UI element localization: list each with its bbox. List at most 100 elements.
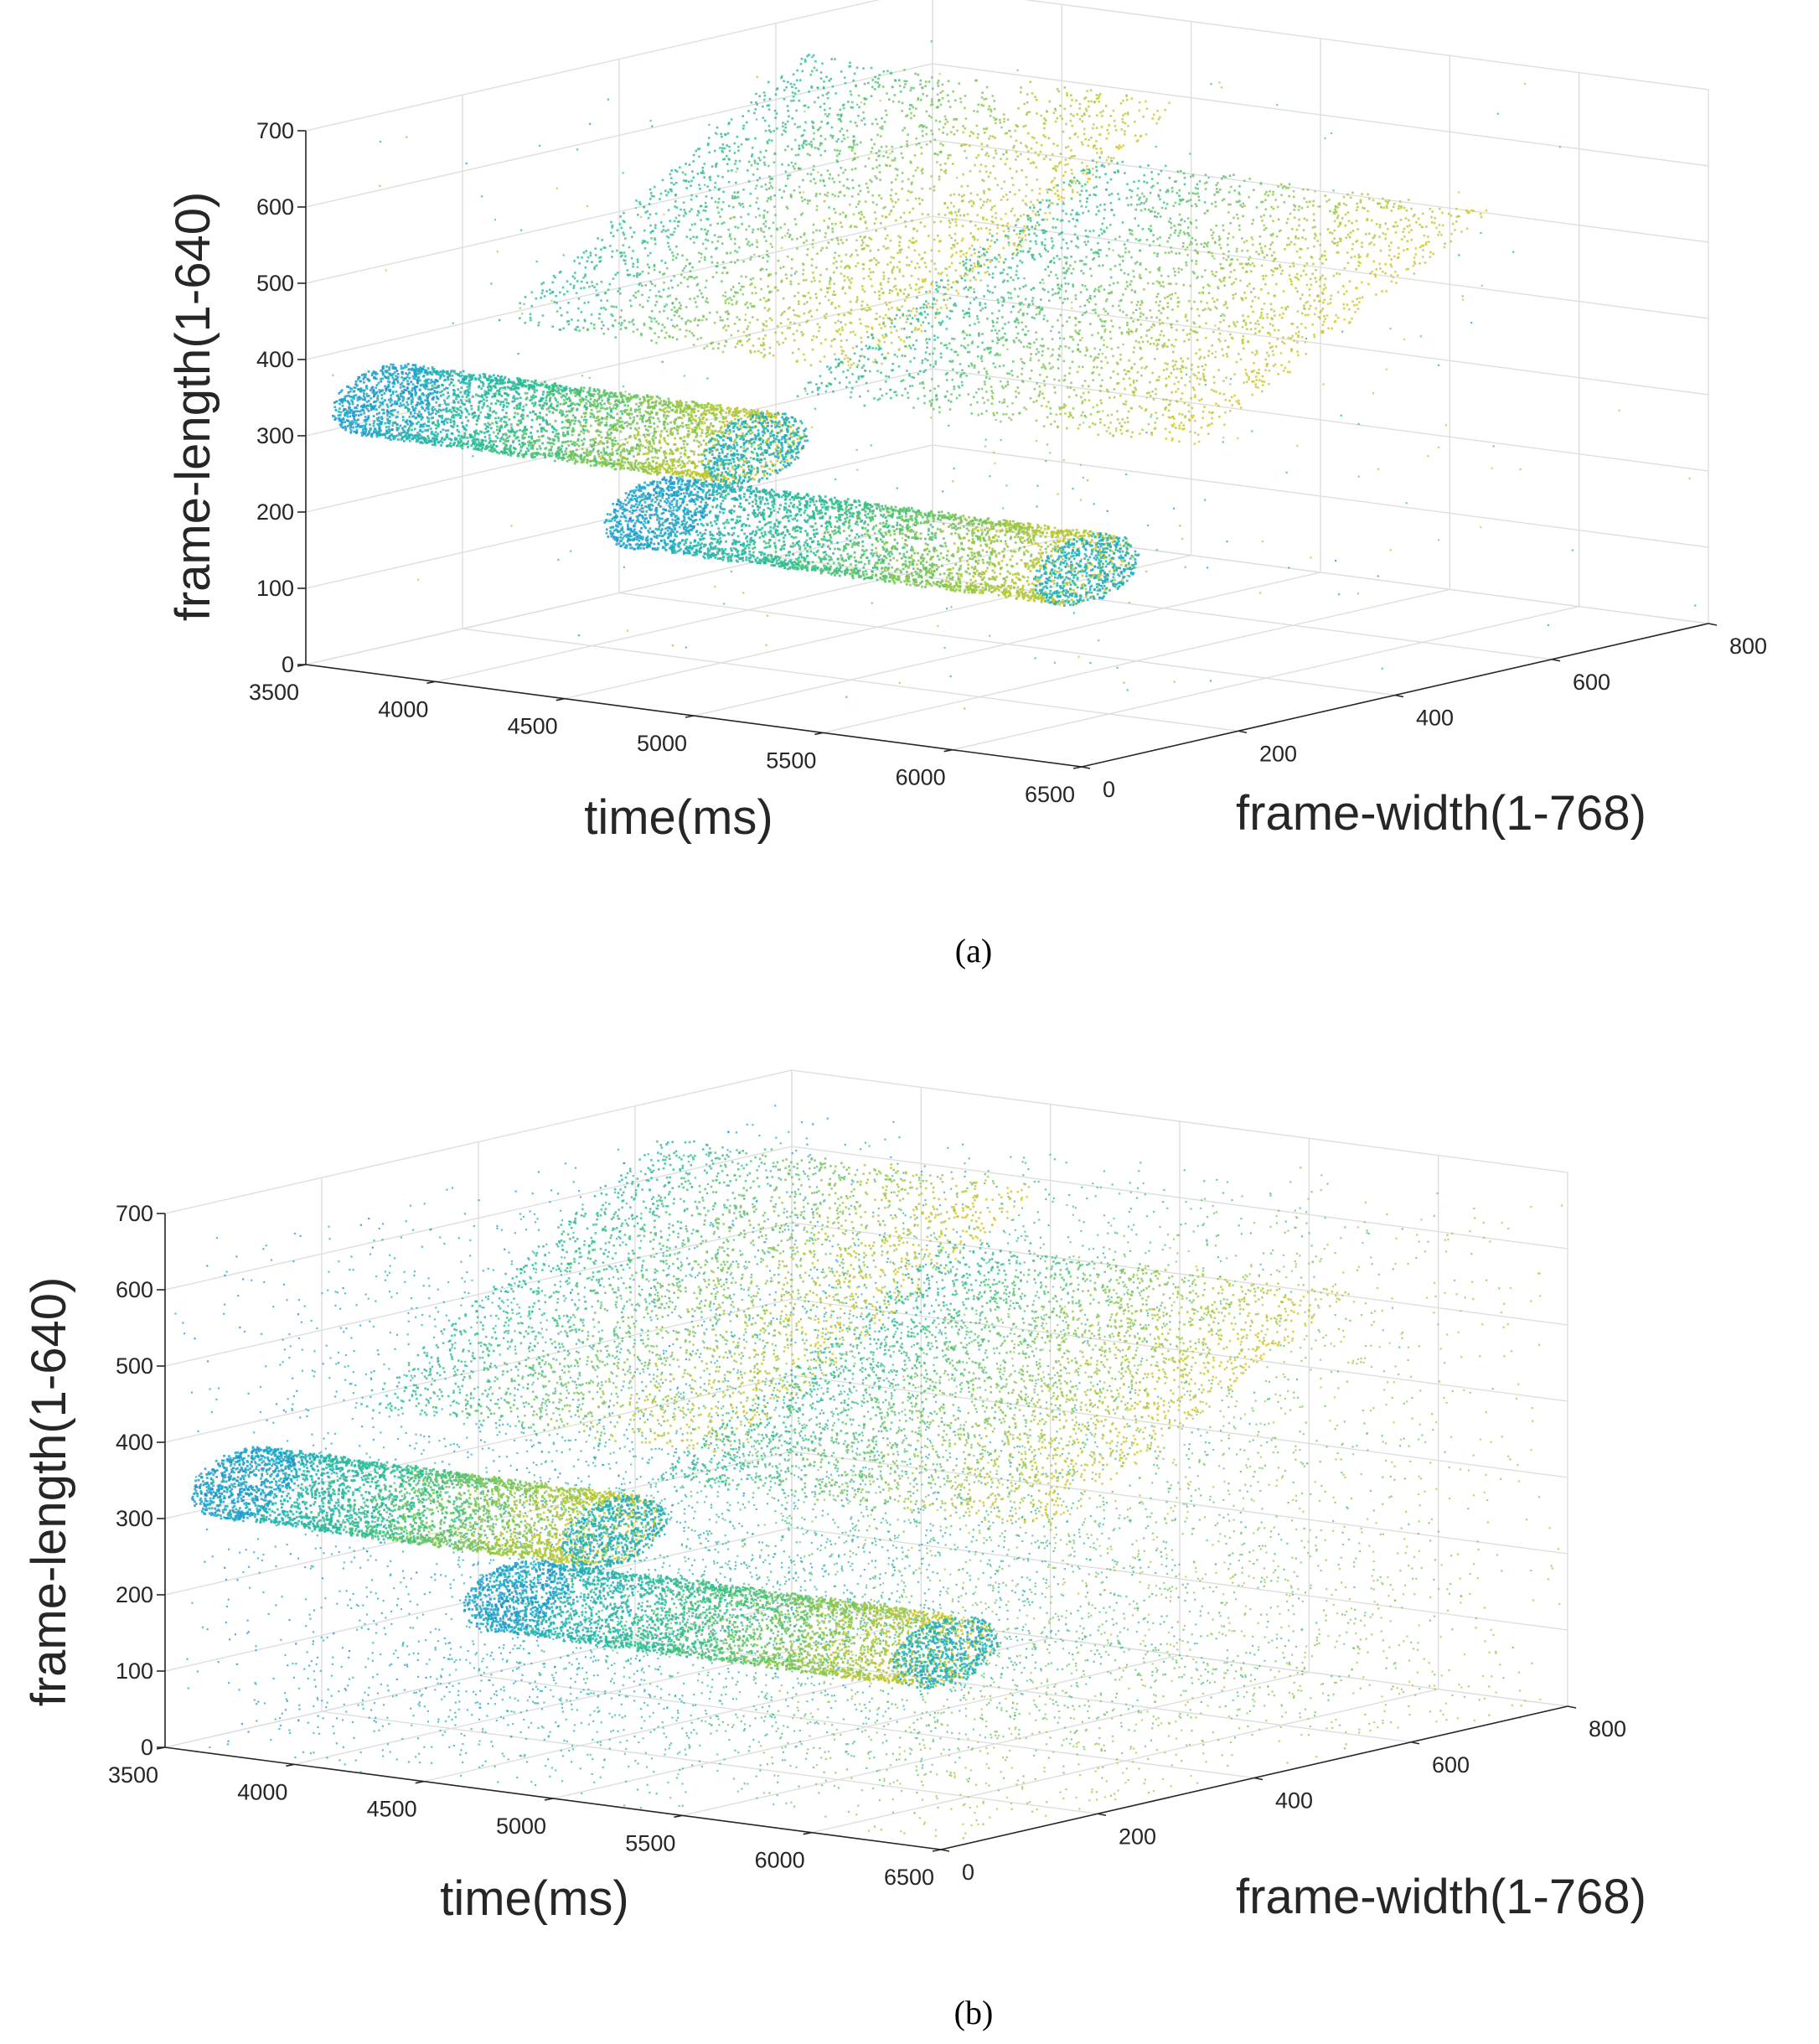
data-point bbox=[1229, 264, 1232, 266]
data-point bbox=[858, 95, 860, 97]
data-point bbox=[798, 303, 800, 305]
data-point bbox=[823, 80, 825, 83]
data-point bbox=[1088, 301, 1091, 303]
data-point bbox=[1116, 162, 1119, 164]
data-point bbox=[860, 211, 863, 214]
data-point bbox=[892, 205, 895, 208]
data-point bbox=[649, 203, 651, 205]
data-point bbox=[838, 305, 840, 308]
data-point bbox=[1027, 150, 1030, 153]
data-point bbox=[721, 242, 724, 245]
data-point bbox=[619, 316, 622, 318]
data-point bbox=[792, 352, 794, 354]
data-point bbox=[774, 214, 777, 216]
data-point bbox=[837, 365, 840, 368]
data-point bbox=[589, 123, 591, 125]
data-point bbox=[824, 109, 826, 111]
data-point bbox=[705, 239, 707, 241]
data-point bbox=[815, 293, 818, 296]
data-point bbox=[701, 319, 704, 322]
data-point bbox=[850, 313, 852, 315]
data-point bbox=[816, 336, 819, 339]
data-point bbox=[1333, 238, 1336, 241]
data-point bbox=[757, 228, 760, 230]
data-point bbox=[1253, 189, 1255, 191]
data-point bbox=[993, 157, 995, 159]
data-point bbox=[1027, 132, 1030, 135]
data-point bbox=[843, 104, 845, 106]
data-point bbox=[1096, 114, 1098, 116]
data-point bbox=[966, 269, 969, 272]
data-point bbox=[882, 246, 885, 248]
data-point bbox=[586, 282, 588, 284]
data-point bbox=[767, 275, 770, 277]
data-point bbox=[991, 396, 994, 398]
data-point bbox=[727, 170, 730, 173]
data-point bbox=[1069, 367, 1072, 370]
data-point bbox=[916, 137, 918, 140]
data-point bbox=[831, 228, 834, 230]
data-point bbox=[1357, 308, 1360, 310]
data-point bbox=[1138, 225, 1140, 227]
data-point bbox=[955, 221, 958, 224]
data-point bbox=[1127, 273, 1129, 276]
data-point bbox=[1398, 205, 1401, 208]
data-point bbox=[990, 111, 993, 113]
data-point bbox=[1196, 226, 1198, 229]
data-point bbox=[1082, 313, 1084, 316]
data-point bbox=[1070, 415, 1072, 417]
data-point bbox=[985, 171, 988, 173]
data-point bbox=[1158, 118, 1160, 121]
data-point bbox=[726, 298, 729, 301]
data-point bbox=[735, 346, 737, 349]
data-point bbox=[1159, 199, 1161, 201]
data-point bbox=[576, 329, 578, 332]
data-point bbox=[1058, 91, 1061, 93]
data-point bbox=[803, 354, 805, 356]
data-point bbox=[1018, 392, 1021, 395]
data-point bbox=[1305, 273, 1308, 276]
data-point bbox=[990, 246, 992, 248]
data-point bbox=[970, 232, 973, 235]
data-point bbox=[1000, 439, 1002, 441]
data-point bbox=[1107, 313, 1109, 315]
data-point bbox=[930, 116, 933, 119]
data-point bbox=[904, 355, 907, 358]
data-point bbox=[520, 230, 522, 231]
data-point bbox=[1118, 147, 1120, 149]
data-point bbox=[844, 358, 846, 360]
data-point bbox=[596, 283, 598, 286]
data-point bbox=[1290, 281, 1293, 283]
data-point bbox=[563, 254, 565, 256]
data-point bbox=[1314, 190, 1315, 192]
data-point bbox=[685, 321, 688, 323]
data-point bbox=[1129, 377, 1131, 380]
data-point bbox=[1015, 225, 1017, 227]
data-point bbox=[839, 381, 841, 384]
data-point bbox=[1082, 121, 1084, 123]
data-point bbox=[920, 221, 922, 224]
data-point bbox=[864, 235, 866, 238]
data-point bbox=[900, 290, 902, 292]
data-point bbox=[1341, 217, 1344, 220]
data-point bbox=[1079, 200, 1082, 203]
data-point bbox=[1279, 230, 1282, 232]
data-point bbox=[881, 287, 883, 290]
data-point bbox=[1263, 256, 1266, 259]
data-point bbox=[631, 321, 633, 323]
data-point bbox=[1090, 137, 1093, 139]
data-point bbox=[576, 280, 579, 282]
data-point bbox=[895, 179, 897, 181]
data-point bbox=[673, 231, 675, 234]
data-point bbox=[574, 277, 576, 280]
data-point bbox=[944, 293, 947, 296]
data-point bbox=[781, 280, 783, 282]
data-point bbox=[1148, 228, 1150, 230]
data-point bbox=[870, 250, 872, 252]
data-point bbox=[882, 85, 885, 88]
data-point bbox=[1221, 178, 1223, 180]
data-point bbox=[964, 107, 966, 110]
data-point bbox=[762, 106, 764, 108]
data-point bbox=[983, 295, 985, 298]
data-point bbox=[1124, 131, 1126, 133]
